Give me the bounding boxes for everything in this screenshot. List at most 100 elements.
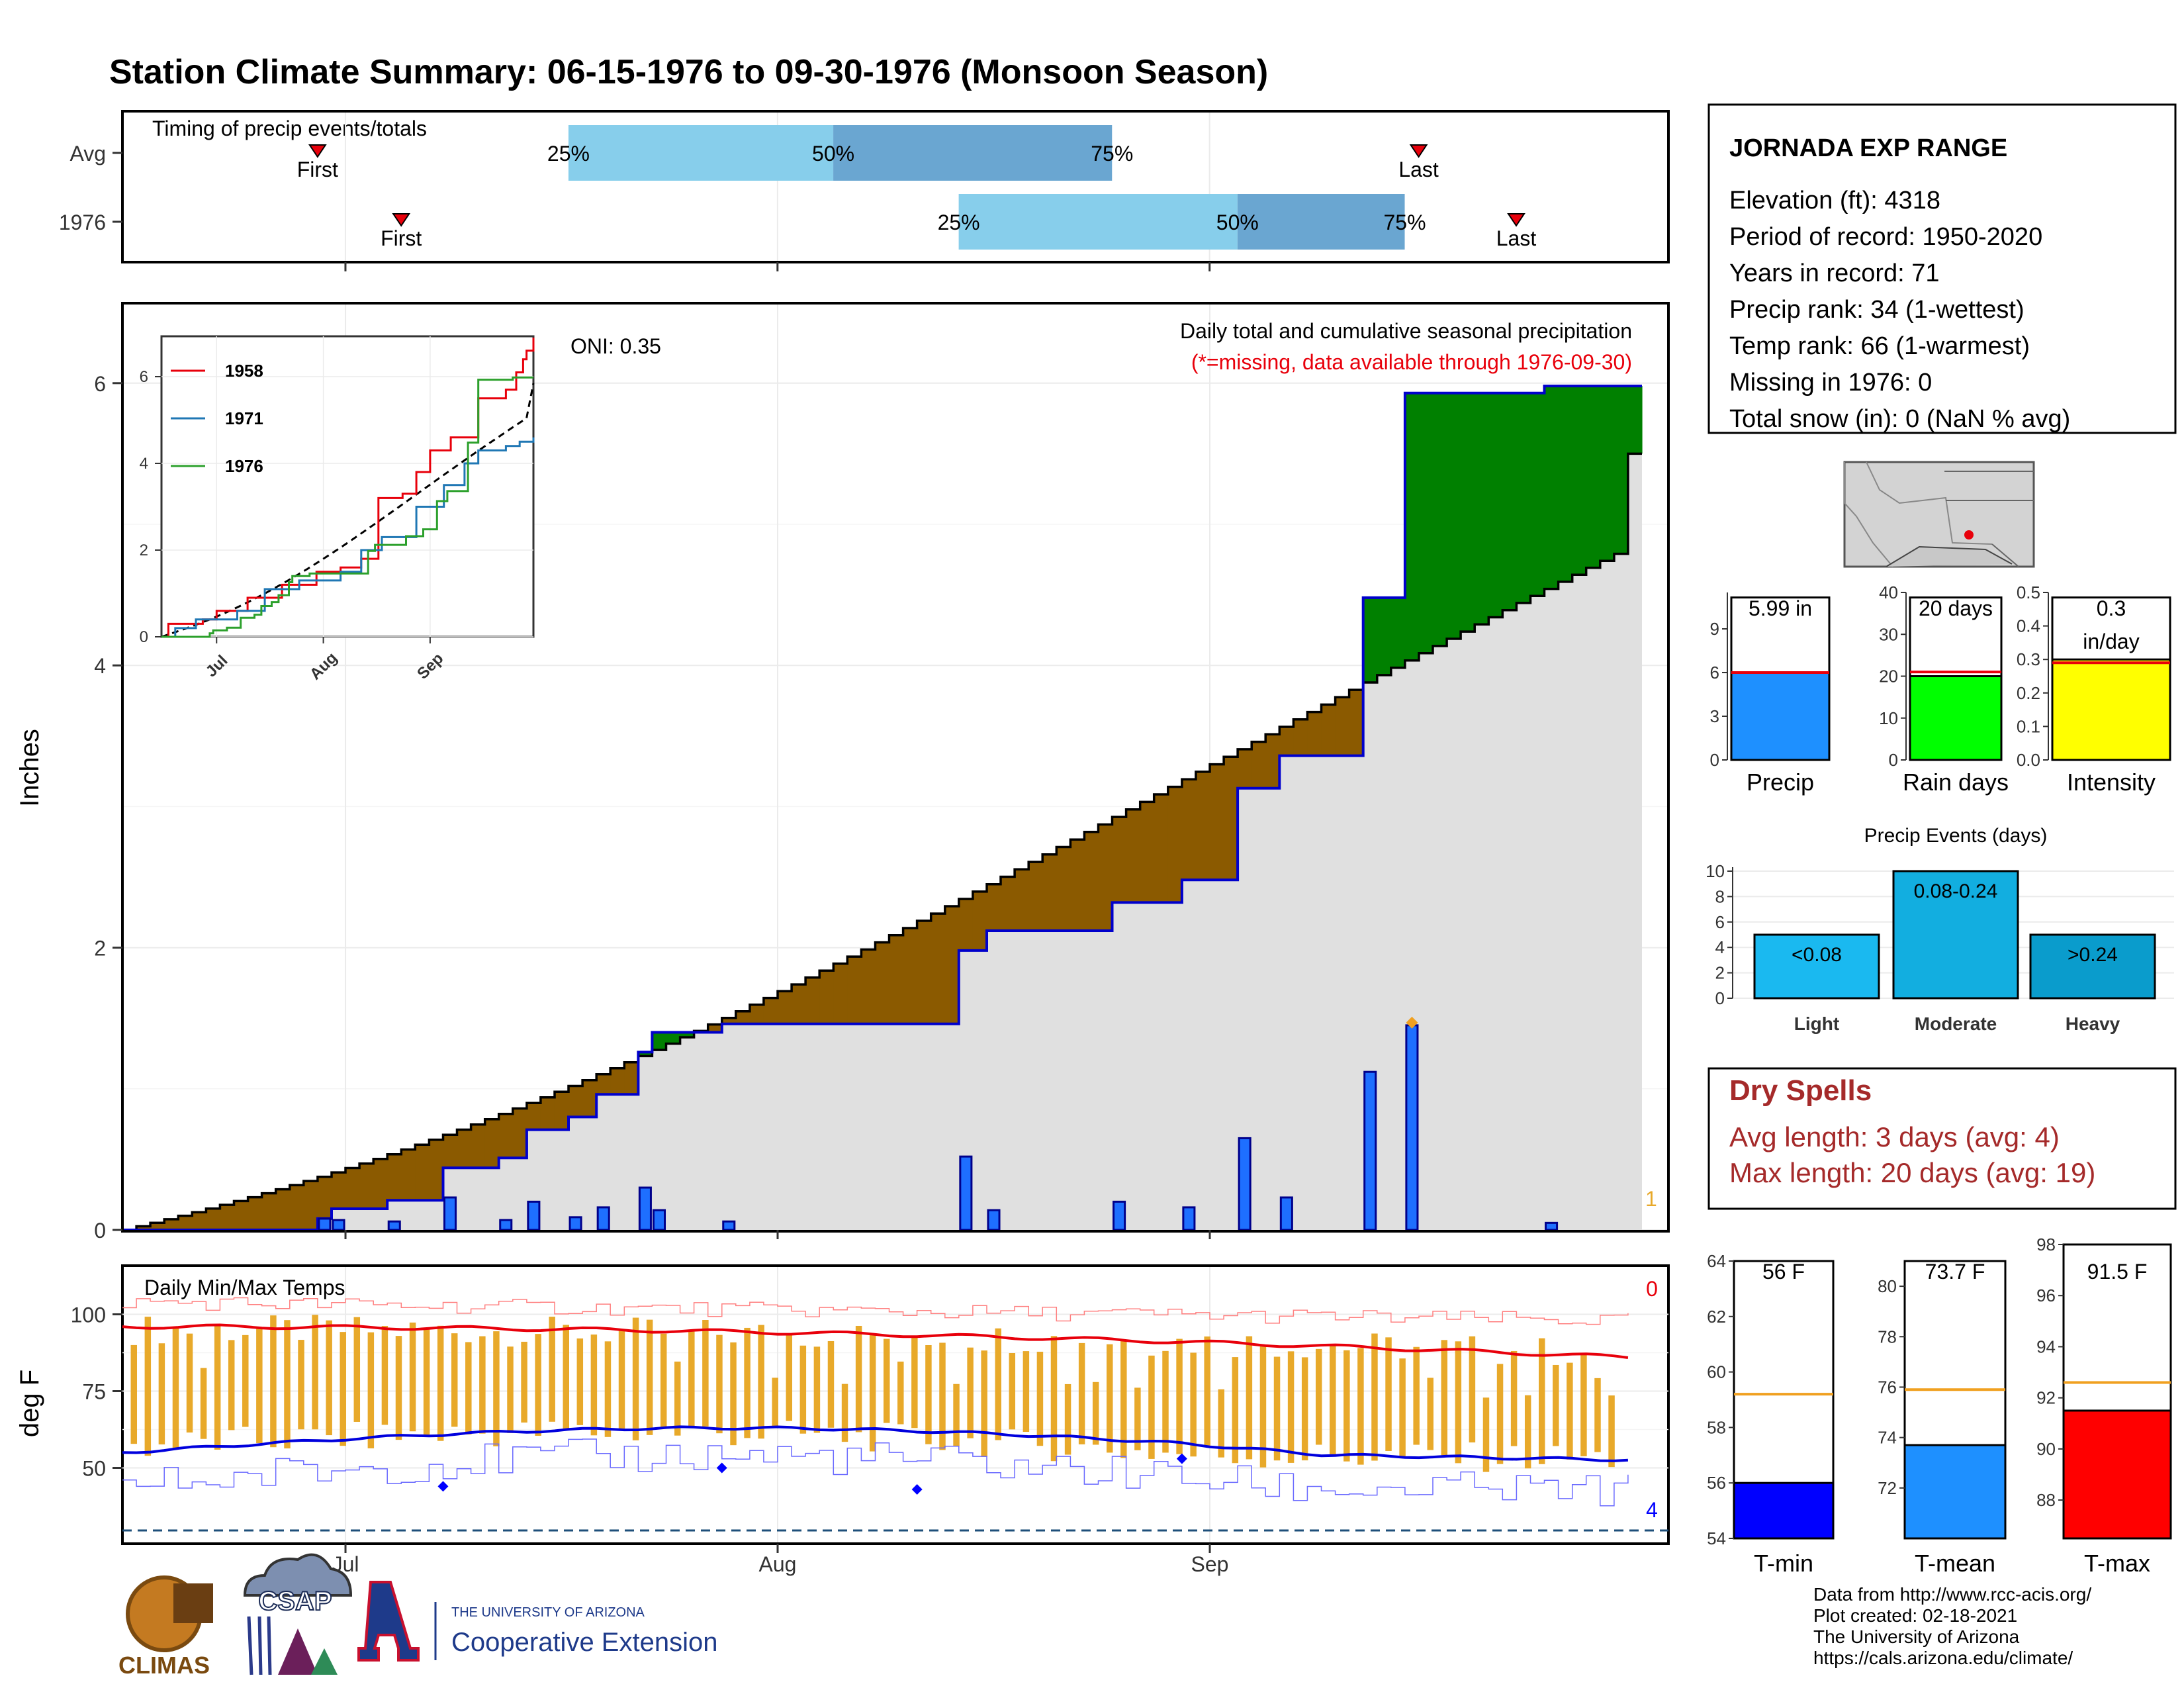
deficit-area [248,1197,263,1230]
daily-temp-bar [660,1333,667,1429]
daily-temp-bar [1567,1362,1573,1460]
station-info-line: Period of record: 1950-2020 [1729,223,2042,251]
daily-precip-bar [569,1216,582,1231]
daily-temp-bar [1176,1338,1183,1454]
precip-y-tick-label: 4 [94,654,106,678]
daily-temp-bar [716,1335,723,1434]
deficit-area [1084,831,1099,931]
surplus-area [1502,393,1518,610]
daily-temp-bar [423,1329,430,1436]
daily-temp-bar [730,1342,737,1446]
climas-logo: CLIMAS [118,1575,213,1679]
precip-y-tick-label: 2 [94,937,106,961]
deficit-area [805,977,820,1024]
daily-precip-bar [527,1200,541,1231]
events-bar-range: 0.08-0.24 [1914,880,1998,902]
page-title: Station Climate Summary: 06-15-1976 to 0… [109,53,1268,91]
daily-precip-bar [1363,1070,1377,1231]
surplus-area [1572,386,1587,575]
daily-temp-bar [1287,1351,1295,1463]
timing-pct-75: 75% [1091,142,1133,165]
surplus-area [1516,393,1531,603]
daily-temp-bar [1078,1342,1085,1444]
daily-temp-bar [1469,1336,1476,1443]
temp-summary-tick-label: 54 [1707,1528,1726,1548]
events-tick-label: 8 [1715,886,1725,906]
deficit-area [345,1168,360,1209]
temp-summary-tick-label: 76 [1878,1377,1897,1397]
daily-temp-bar [144,1317,152,1456]
deficit-area [903,927,918,1024]
daily-temp-bar [1064,1383,1071,1455]
daily-temp-bar [1441,1340,1448,1456]
university-logo: THE UNIVERSITY OF ARIZONA Cooperative Ex… [357,1581,717,1662]
temp-summary-tick-label: 90 [2036,1439,2056,1459]
temp-summary-bars: 54 56 58 60 62 64 56 F T-min 72 74 76 78 80 73.7 F T-m… [1707,1235,2172,1577]
daily-temp-bar [1553,1364,1559,1446]
daily-temp-bar [367,1332,375,1448]
temp-chart: Daily Min/Max Temps 0 4 deg F 5075100Jul… [15,1264,1670,1576]
daily-temp-bar [1524,1395,1531,1469]
events-bar-range: <0.08 [1792,944,1842,966]
deficit-area [261,1193,277,1230]
temp-summary-tick-label: 92 [2036,1388,2056,1408]
csap-logo-text: CSAP [258,1587,332,1616]
events-bar-moderate [1892,870,2019,1000]
deficit-area [1056,847,1071,931]
timing-panel: Timing of precip events/totals Avg 25% 50%… [59,110,1670,271]
deficit-area [1015,869,1029,931]
daily-temp-bar [1120,1340,1127,1458]
surplus-area [1614,386,1629,554]
deficit-area [359,1163,374,1209]
last-event-marker [1507,213,1525,227]
daily-temp-bar [1301,1357,1308,1461]
daily-temp-bar [939,1342,946,1450]
timing-row-label: 1976 [59,211,106,234]
summary-bar-rain-days: 0 10 20 30 40 20 days Rain days [1879,583,2009,796]
daily-temp-bar [632,1317,639,1440]
temp-summary-tick-label: 72 [1878,1478,1897,1498]
inset-legend-label: 1958 [225,361,263,381]
inset-series-1971 [161,437,535,638]
deficit-area [847,957,862,1024]
summary-tick-label: 0.4 [2017,616,2040,636]
dry-spells-max: Max length: 20 days (avg: 19) [1729,1157,2095,1188]
summary-tick-label: 9 [1710,619,1719,639]
month-label: Aug [759,1552,797,1576]
deficit-area [1181,779,1197,880]
deficit-area [972,891,987,951]
deficit-area [931,914,946,1024]
daily-temp-bar [1232,1357,1239,1464]
timing-box-upper [1237,194,1405,250]
deficit-area [401,1149,416,1201]
daily-temp-bar [758,1325,764,1439]
deficit-area [778,991,792,1024]
deficit-area [582,1080,597,1117]
precip-events-title: Precip Events (days) [1864,825,2048,847]
summary-bar-outline [1909,596,2003,761]
summary-bar-outline [1730,596,1831,761]
daily-temp-bar [535,1334,541,1436]
daily-temp-bar [604,1341,612,1437]
precip-y-tick-label: 0 [94,1219,106,1243]
footer-line: Data from http://www.rcc-acis.org/ [1813,1584,2091,1605]
temp-summary-tick-label: 56 [1707,1473,1726,1493]
deficit-area [958,898,974,951]
daily-temp-bar [284,1320,291,1449]
deficit-area [484,1119,500,1168]
temp-summary-tick-label: 98 [2036,1235,2056,1254]
dry-spells-avg: Avg length: 3 days (avg: 4) [1729,1121,2060,1152]
station-location-marker [1964,530,1974,539]
footer-line: https://cals.arizona.edu/climate/ [1813,1648,2073,1668]
timing-label: Timing of precip events/totals [152,117,427,140]
daily-precip-bar [638,1186,652,1231]
temp-summary-tick-label: 64 [1707,1251,1726,1271]
deficit-area [206,1208,221,1230]
summary-value-label: in/day [2083,630,2139,653]
daily-temp-bar [1399,1358,1406,1456]
average-max-line [122,1323,1629,1359]
events-tick-label: 10 [1706,861,1725,881]
daily-precip-bar [1405,1024,1419,1231]
deficit-area [554,1092,569,1130]
daily-temp-bar [1385,1337,1392,1451]
